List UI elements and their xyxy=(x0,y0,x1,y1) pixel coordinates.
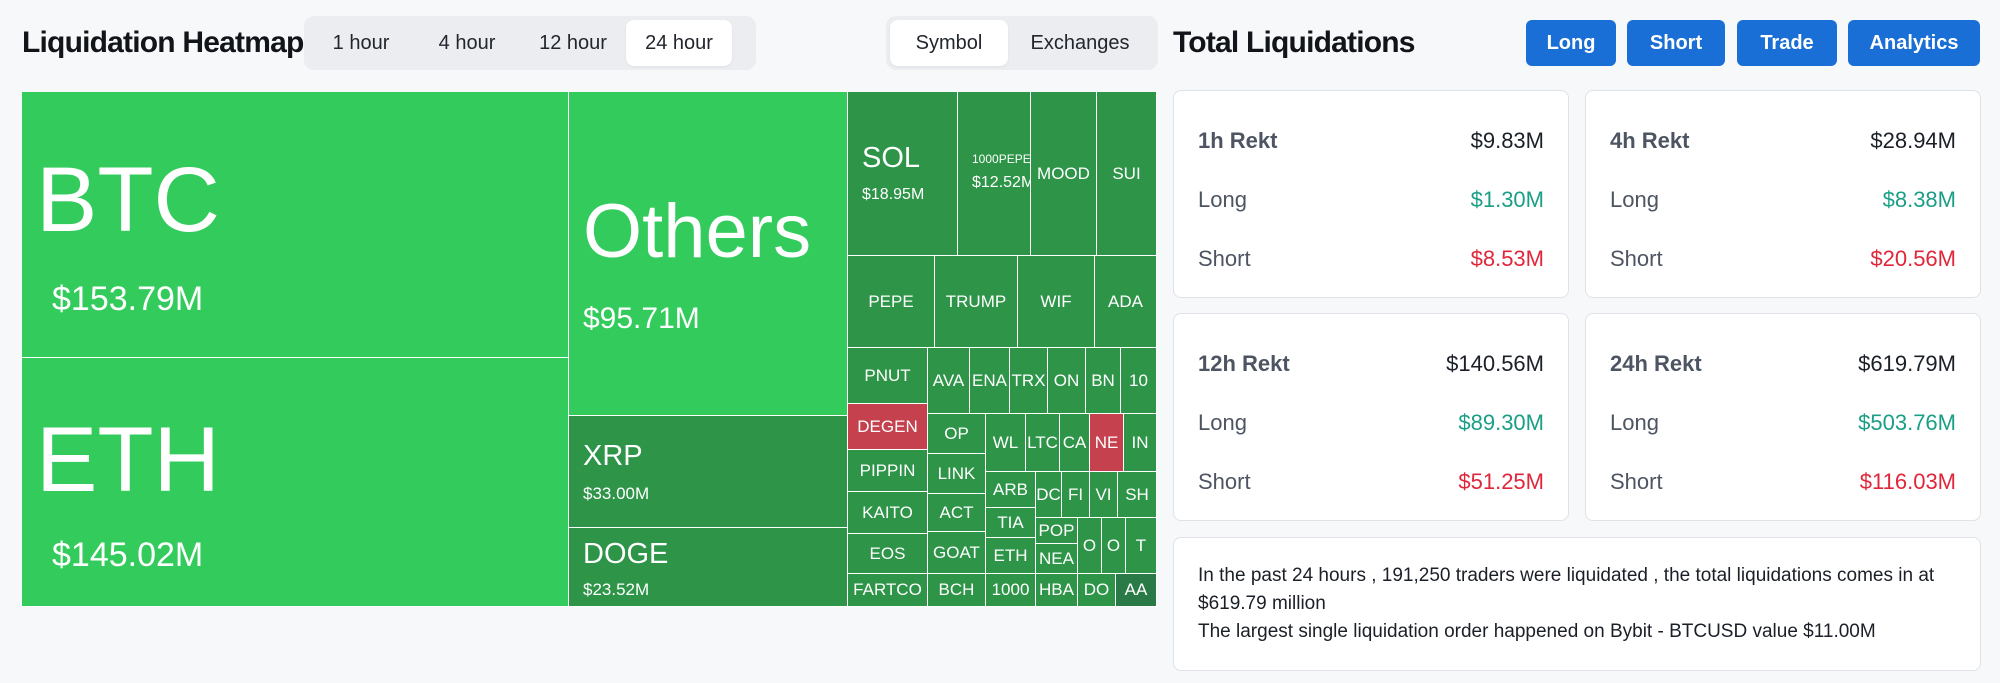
heatmap-tile-sol[interactable]: SOL $18.95M xyxy=(848,92,958,256)
heatmap-tile-fi[interactable]: FI xyxy=(1062,472,1090,518)
stat-short-label: Short xyxy=(1198,469,1251,494)
heatmap-tile-link[interactable]: LINK xyxy=(928,454,986,494)
heatmap-tile-pippin[interactable]: PIPPIN xyxy=(848,450,928,492)
heatmap-tile-pop[interactable]: POP xyxy=(1036,518,1078,544)
heatmap-tile-bn[interactable]: BN xyxy=(1086,348,1121,414)
heatmap-tile-wif[interactable]: WIF xyxy=(1018,256,1095,348)
heatmap-tile-others[interactable]: Others $95.71M xyxy=(569,92,848,416)
heatmap-tile-ca[interactable]: CA xyxy=(1060,414,1090,472)
stat-title: 12h Rekt xyxy=(1198,351,1290,376)
stat-total: $140.56M xyxy=(1446,351,1544,376)
stat-card-1h: 1h Rekt $9.83M Long $1.30M Short $8.53M xyxy=(1173,90,1569,298)
heatmap-tile-op[interactable]: OP xyxy=(928,414,986,454)
heatmap-tile-o-1[interactable]: O xyxy=(1078,518,1102,574)
heatmap-tile-fartco[interactable]: FARTCO xyxy=(848,574,928,607)
liquidation-heatmap: BTC $153.79M ETH $145.02M Others $95.71M… xyxy=(22,92,1157,607)
heatmap-tile-in[interactable]: IN xyxy=(1124,414,1157,472)
heatmap-tile-pepe[interactable]: PEPE xyxy=(848,256,935,348)
tab-12-hour[interactable]: 12 hour xyxy=(539,31,607,54)
heatmap-tile-dc[interactable]: DC xyxy=(1036,472,1062,518)
heatmap-tile-do[interactable]: DO xyxy=(1078,574,1116,607)
stat-title: 24h Rekt xyxy=(1610,351,1702,376)
tab-symbol[interactable]: Symbol xyxy=(890,20,1008,66)
stat-title: 1h Rekt xyxy=(1198,128,1278,153)
heatmap-tile-arb[interactable]: ARB xyxy=(986,472,1036,508)
heatmap-tile-btc[interactable]: BTC $153.79M xyxy=(22,92,569,358)
heatmap-tile-trump[interactable]: TRUMP xyxy=(935,256,1018,348)
long-button[interactable]: Long xyxy=(1526,20,1616,66)
heatmap-tile-aa[interactable]: AA xyxy=(1116,574,1157,607)
heatmap-tile-bch[interactable]: BCH xyxy=(928,574,986,607)
trade-button[interactable]: Trade xyxy=(1737,20,1837,66)
stat-long-value: $8.38M xyxy=(1882,187,1956,212)
heatmap-tile-hba[interactable]: HBA xyxy=(1036,574,1078,607)
analytics-button[interactable]: Analytics xyxy=(1848,20,1980,66)
stat-card-4h: 4h Rekt $28.94M Long $8.38M Short $20.56… xyxy=(1585,90,1981,298)
heatmap-tile-ne[interactable]: NE xyxy=(1090,414,1124,472)
heatmap-tile-doge[interactable]: DOGE $23.52M xyxy=(569,528,848,607)
heatmap-tile-vi[interactable]: VI xyxy=(1090,472,1118,518)
heatmap-tile-act[interactable]: ACT xyxy=(928,494,986,532)
heatmap-tile-on[interactable]: ON xyxy=(1048,348,1086,414)
heatmap-tile-mood[interactable]: MOOD xyxy=(1031,92,1097,256)
stat-long-value: $89.30M xyxy=(1458,410,1544,435)
total-liquidations-title: Total Liquidations xyxy=(1173,26,1415,59)
heatmap-tile-degen[interactable]: DEGEN xyxy=(848,404,928,450)
heatmap-tile-eth[interactable]: ETH $145.02M xyxy=(22,358,569,607)
heatmap-tile-ava[interactable]: AVA xyxy=(928,348,970,414)
time-range-tabs: 1 hour 4 hour 12 hour 24 hour xyxy=(304,16,756,70)
stat-short-label: Short xyxy=(1610,246,1663,271)
stat-long-label: Long xyxy=(1610,187,1659,212)
heatmap-tile-sh[interactable]: SH xyxy=(1118,472,1157,518)
short-button[interactable]: Short xyxy=(1627,20,1725,66)
heatmap-tile-10[interactable]: 10 xyxy=(1121,348,1157,414)
stat-total: $9.83M xyxy=(1470,128,1544,153)
view-mode-tabs: Symbol Exchanges xyxy=(886,16,1158,70)
stat-long-value: $503.76M xyxy=(1858,410,1956,435)
heatmap-tile-eos[interactable]: EOS xyxy=(848,534,928,574)
tab-exchanges[interactable]: Exchanges xyxy=(1030,31,1130,54)
summary-line-largest-order: The largest single liquidation order hap… xyxy=(1198,621,1876,642)
stat-short-value: $20.56M xyxy=(1870,246,1956,271)
stat-short-label: Short xyxy=(1610,469,1663,494)
stat-long-label: Long xyxy=(1610,410,1659,435)
heatmap-tile-1000[interactable]: 1000 xyxy=(986,574,1036,607)
heatmap-tile-ltc[interactable]: LTC xyxy=(1026,414,1060,472)
stat-title: 4h Rekt xyxy=(1610,128,1690,153)
stat-card-12h: 12h Rekt $140.56M Long $89.30M Short $51… xyxy=(1173,313,1569,521)
heatmap-tile-goat[interactable]: GOAT xyxy=(928,532,986,574)
heatmap-tile-tia[interactable]: TIA xyxy=(986,508,1036,538)
heatmap-tile-sui[interactable]: SUI xyxy=(1097,92,1157,256)
heatmap-tile-o-2[interactable]: O xyxy=(1102,518,1126,574)
tab-4-hour[interactable]: 4 hour xyxy=(438,31,496,54)
liquidation-summary-card: In the past 24 hours , 191,250 traders w… xyxy=(1173,537,1981,671)
stat-short-value: $116.03M xyxy=(1859,469,1956,494)
stat-total: $28.94M xyxy=(1870,128,1956,153)
heatmap-tile-eth-small[interactable]: ETH xyxy=(986,538,1036,574)
heatmap-tile-xrp[interactable]: XRP $33.00M xyxy=(569,416,848,528)
heatmap-tile-ena[interactable]: ENA xyxy=(970,348,1010,414)
tab-24-hour[interactable]: 24 hour xyxy=(626,20,732,66)
heatmap-tile-wl[interactable]: WL xyxy=(986,414,1026,472)
stat-long-label: Long xyxy=(1198,410,1247,435)
summary-line-traders: In the past 24 hours , 191,250 traders w… xyxy=(1198,565,1935,614)
heatmap-tile-ada[interactable]: ADA xyxy=(1095,256,1157,348)
stat-short-value: $8.53M xyxy=(1470,246,1544,271)
stat-short-value: $51.25M xyxy=(1458,469,1544,494)
heatmap-tile-t[interactable]: T xyxy=(1126,518,1157,574)
heatmap-tile-nea[interactable]: NEA xyxy=(1036,544,1078,574)
stat-card-24h: 24h Rekt $619.79M Long $503.76M Short $1… xyxy=(1585,313,1981,521)
stat-total: $619.79M xyxy=(1858,351,1956,376)
stat-long-label: Long xyxy=(1198,187,1247,212)
heatmap-tile-trx[interactable]: TRX xyxy=(1010,348,1048,414)
heatmap-tile-1000pepe[interactable]: 1000PEPE $12.52M xyxy=(958,92,1031,256)
heatmap-tile-kaito[interactable]: KAITO xyxy=(848,492,928,534)
stat-long-value: $1.30M xyxy=(1470,187,1544,212)
stat-short-label: Short xyxy=(1198,246,1251,271)
heatmap-title: Liquidation Heatmap xyxy=(22,26,304,59)
tab-1-hour[interactable]: 1 hour xyxy=(332,31,390,54)
heatmap-tile-pnut[interactable]: PNUT xyxy=(848,348,928,404)
